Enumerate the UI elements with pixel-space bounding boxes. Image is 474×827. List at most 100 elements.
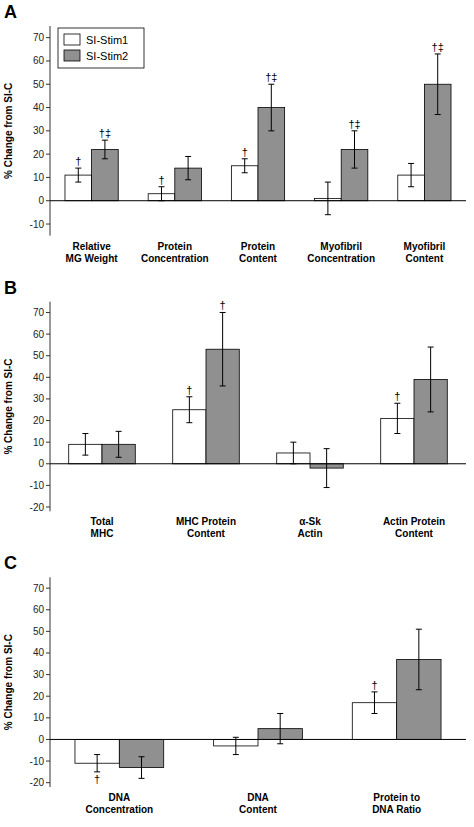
y-tick-label: 70 (33, 307, 45, 318)
x-tick-label-line: DNA (247, 792, 269, 803)
error-bar-cap (435, 114, 441, 115)
y-tick (46, 717, 50, 718)
x-tick-label-line: Actin Protein (383, 516, 445, 527)
y-tick (46, 739, 50, 740)
error-bar-cap (94, 754, 100, 755)
x-tick-label-line: Protein (158, 241, 192, 252)
annotation: †‡ (348, 118, 360, 130)
error-bar (325, 182, 331, 215)
error-bar-cap (277, 713, 283, 714)
annotation: † (75, 155, 81, 167)
error-bar-cap (428, 411, 434, 412)
error-bar (82, 434, 88, 456)
x-tick-label-line: α-Sk (299, 516, 321, 527)
y-tick-label: 0 (38, 195, 44, 206)
error-bar-cap (233, 737, 239, 738)
error-bar-stem (85, 434, 86, 456)
error-bar (139, 757, 145, 779)
x-tick-label: MyofibrilConcentration (307, 241, 375, 264)
legend-swatch (64, 50, 80, 61)
y-tick-label: 70 (33, 32, 45, 43)
y-tick-label: 40 (33, 372, 45, 383)
y-tick-label: 30 (33, 393, 45, 404)
error-bar (102, 140, 108, 159)
error-bar (290, 442, 296, 464)
x-tick-label-line: Total (90, 516, 113, 527)
error-bar-cap (428, 347, 434, 348)
y-tick-label: -10 (30, 480, 45, 491)
y-tick-label: 50 (33, 350, 45, 361)
error-bar-cap (185, 179, 191, 180)
error-bar-cap (325, 182, 331, 183)
error-bar (158, 187, 164, 201)
error-bar (416, 629, 422, 690)
error-bar-cap (186, 422, 192, 423)
error-bar-cap (242, 172, 248, 173)
annotation: † (94, 773, 100, 785)
x-tick-label-line: DNA Ratio (372, 804, 421, 815)
error-bar-cap (82, 433, 88, 434)
annotation: †‡ (265, 71, 277, 83)
y-tick (46, 224, 50, 225)
y-tick (46, 355, 50, 356)
x-tick-label: MyofibrilContent (404, 241, 446, 264)
error-bar-cap (116, 457, 122, 458)
error-bar-stem (418, 629, 419, 690)
y-tick-label: 30 (33, 669, 45, 680)
x-tick-label-line: Relative (72, 241, 111, 252)
error-bar-stem (430, 347, 431, 412)
error-bar (428, 347, 434, 412)
x-tick-label-line: MG Weight (66, 253, 119, 264)
error-bar-stem (327, 182, 328, 215)
y-tick-label: 50 (33, 626, 45, 637)
error-bar (116, 431, 122, 457)
marks (50, 312, 466, 487)
error-bar-cap (158, 200, 164, 201)
error-bar-cap (416, 689, 422, 690)
panel: A% Change from SI-C-10010203040506070†††… (3, 2, 466, 264)
error-bar-cap (158, 186, 164, 187)
error-bar (324, 449, 330, 488)
error-bar (371, 692, 377, 714)
x-tick-label-line: Concentration (85, 804, 153, 815)
error-bar-stem (78, 168, 79, 182)
y-tick (46, 761, 50, 762)
error-bar-stem (437, 54, 438, 115)
annotation: †‡ (99, 127, 111, 139)
legend-label: SI-Stim1 (86, 34, 128, 46)
y-tick-label: 60 (33, 55, 45, 66)
y-tick-label: 20 (33, 149, 45, 160)
x-tick-label-line: Concentration (141, 253, 209, 264)
x-tick-label-line: DNA (108, 792, 130, 803)
chart-svg: A% Change from SI-C-10010203040506070†††… (0, 0, 474, 827)
error-bar-stem (189, 397, 190, 423)
marks (50, 629, 466, 778)
error-bar (75, 168, 81, 182)
legend-label: SI-Stim2 (86, 50, 128, 62)
error-bar-stem (104, 140, 105, 159)
error-bar (268, 84, 274, 131)
y-tick-label: -10 (30, 756, 45, 767)
x-tick-label-line: Content (395, 528, 433, 539)
y-tick-label: 0 (38, 458, 44, 469)
error-bar-stem (354, 131, 355, 168)
error-bar-cap (186, 396, 192, 397)
error-bar-stem (244, 159, 245, 173)
error-bar-cap (290, 463, 296, 464)
x-tick-label-line: Content (406, 253, 444, 264)
error-bar-cap (394, 433, 400, 434)
x-tick-label: DNAContent (239, 792, 277, 815)
x-tick-label-line: Concentration (307, 253, 375, 264)
error-bar-cap (408, 163, 414, 164)
x-tick-label: DNAConcentration (85, 792, 153, 815)
annotation: † (158, 174, 164, 186)
error-bar-stem (397, 403, 398, 433)
x-tick-label-line: MHC (91, 528, 114, 539)
annotation: †‡ (432, 41, 444, 53)
error-bar (186, 397, 192, 423)
y-tick (46, 782, 50, 783)
x-tick-label-line: Myofibril (320, 241, 362, 252)
y-tick-label: -10 (30, 219, 45, 230)
error-bar-cap (242, 158, 248, 159)
panel-label: A (4, 2, 17, 22)
